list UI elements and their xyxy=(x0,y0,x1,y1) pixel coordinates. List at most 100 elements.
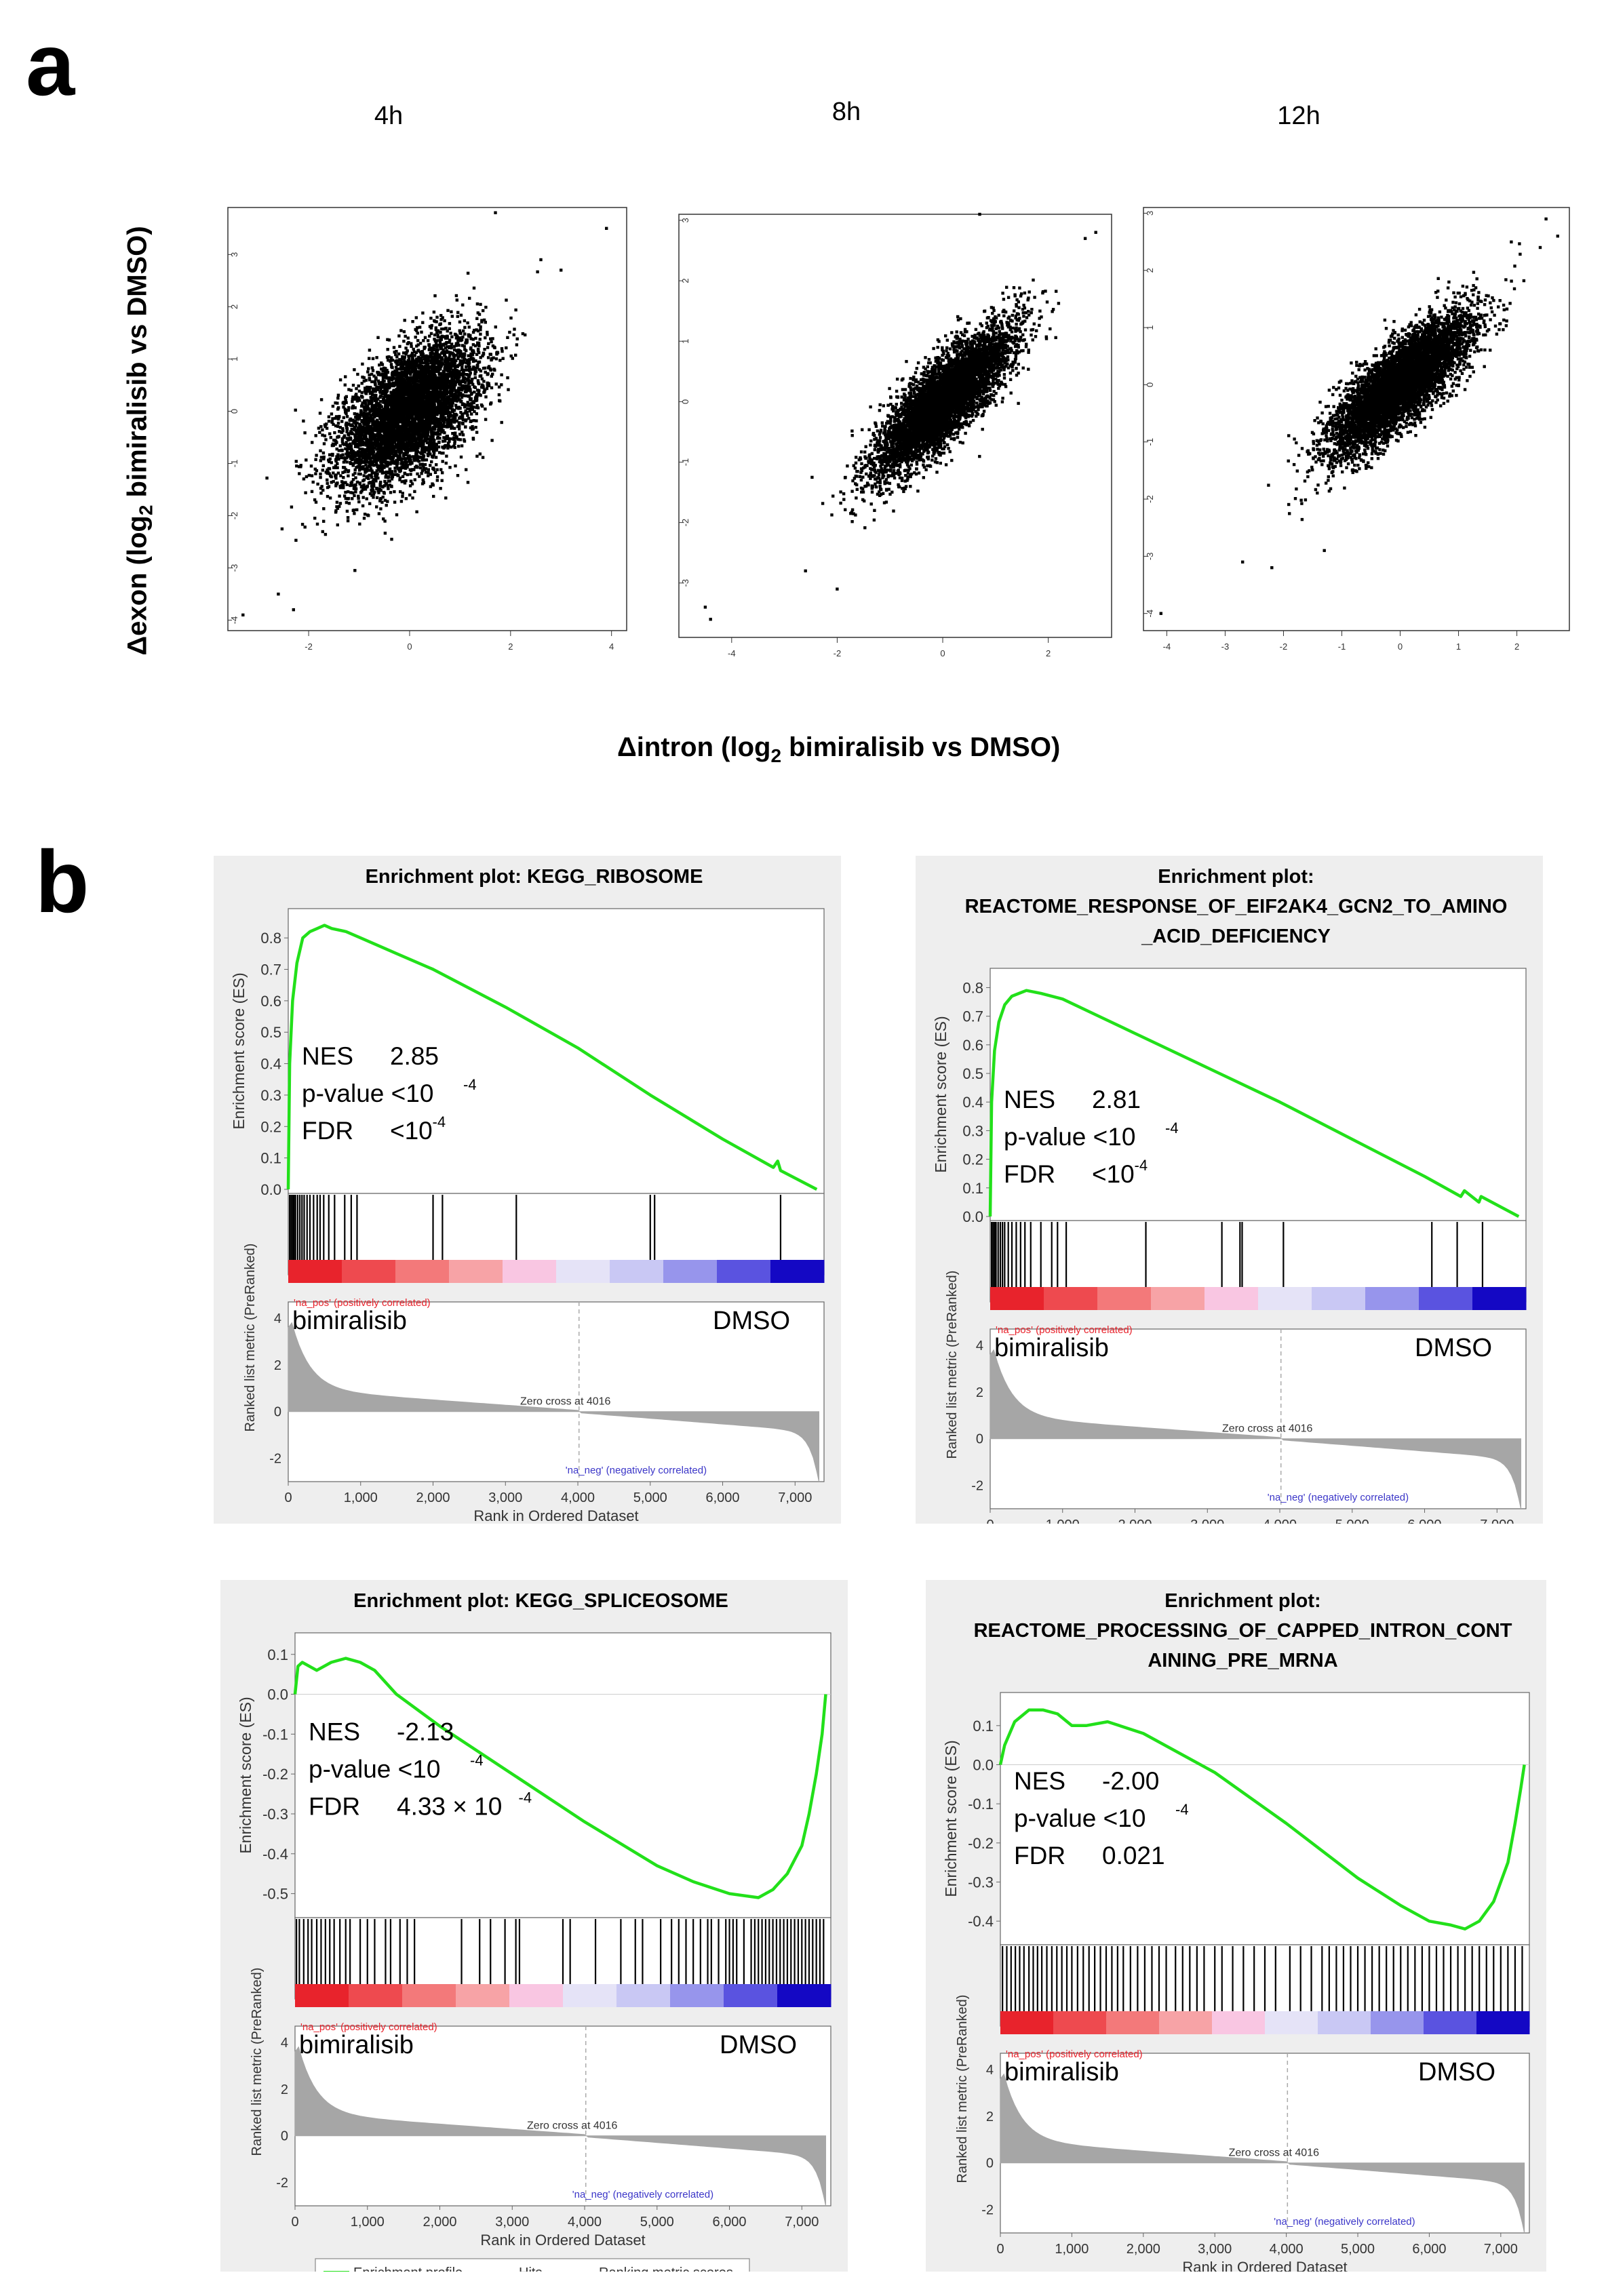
data-point xyxy=(311,441,314,444)
data-point xyxy=(410,368,414,372)
data-point xyxy=(459,400,463,403)
data-point xyxy=(407,377,410,380)
data-point xyxy=(321,451,326,455)
data-point xyxy=(386,450,389,453)
data-point xyxy=(461,352,465,356)
data-point xyxy=(368,377,371,380)
data-point xyxy=(536,270,539,274)
data-point xyxy=(290,505,294,509)
data-point xyxy=(376,443,380,446)
data-point xyxy=(370,473,373,477)
data-point xyxy=(434,368,438,371)
data-point xyxy=(355,454,359,457)
data-point xyxy=(515,343,519,347)
data-point xyxy=(324,438,328,441)
data-point xyxy=(404,497,408,500)
data-point xyxy=(403,471,406,475)
data-point xyxy=(490,374,493,378)
data-point xyxy=(344,490,347,494)
data-point xyxy=(364,413,368,417)
data-point xyxy=(456,315,459,318)
data-point xyxy=(397,440,400,443)
data-point xyxy=(464,403,467,407)
data-point xyxy=(438,378,442,381)
data-point xyxy=(487,365,491,368)
data-point xyxy=(447,391,450,395)
data-point xyxy=(455,399,458,403)
data-point xyxy=(446,376,450,380)
data-point xyxy=(373,434,377,438)
data-point xyxy=(373,490,376,494)
data-point xyxy=(355,412,359,416)
data-point xyxy=(454,294,458,298)
data-point xyxy=(397,447,401,450)
data-point xyxy=(432,494,435,498)
data-point xyxy=(482,386,485,389)
data-point xyxy=(461,412,464,416)
data-point xyxy=(399,500,404,503)
data-point xyxy=(397,468,401,472)
data-point xyxy=(435,475,439,479)
data-point xyxy=(386,348,389,351)
data-point xyxy=(342,405,345,409)
data-point xyxy=(500,347,504,351)
data-point xyxy=(495,353,498,356)
data-point xyxy=(463,332,467,336)
data-point xyxy=(355,508,359,511)
data-point xyxy=(477,323,481,327)
data-point xyxy=(398,452,402,456)
data-point xyxy=(397,334,401,338)
data-point xyxy=(372,482,376,486)
data-point xyxy=(380,420,383,423)
data-point xyxy=(365,439,368,443)
data-point xyxy=(390,477,394,481)
data-point xyxy=(381,397,385,401)
data-point xyxy=(456,338,460,342)
data-point xyxy=(339,474,342,477)
data-point xyxy=(450,342,454,346)
data-point xyxy=(416,442,420,446)
data-point xyxy=(467,354,470,357)
data-point xyxy=(339,454,343,457)
data-point xyxy=(427,474,430,477)
data-point xyxy=(398,380,402,383)
data-point xyxy=(459,313,463,317)
data-point xyxy=(360,448,364,451)
data-point xyxy=(393,454,397,457)
data-point xyxy=(379,442,383,446)
data-point xyxy=(362,379,366,383)
data-point xyxy=(395,473,399,476)
data-point xyxy=(397,352,401,356)
data-point xyxy=(370,443,374,446)
data-point xyxy=(391,381,395,385)
data-point xyxy=(353,459,357,462)
data-point xyxy=(475,353,479,356)
data-point xyxy=(336,421,340,425)
data-point xyxy=(389,417,393,420)
data-point xyxy=(395,355,399,359)
data-point xyxy=(448,424,452,428)
data-point xyxy=(463,372,466,376)
data-point xyxy=(389,460,393,464)
data-point xyxy=(467,416,471,420)
data-point xyxy=(406,349,409,353)
data-point xyxy=(401,368,404,371)
data-point xyxy=(357,494,360,498)
data-point xyxy=(379,489,383,492)
data-point xyxy=(341,427,345,431)
data-point xyxy=(483,366,486,370)
data-point xyxy=(426,359,429,363)
data-point xyxy=(438,433,442,436)
data-point xyxy=(415,363,418,366)
data-point xyxy=(446,437,450,440)
data-point xyxy=(379,408,383,412)
data-point xyxy=(330,481,333,484)
data-point xyxy=(376,386,380,389)
data-point xyxy=(325,427,329,430)
data-point xyxy=(371,357,375,361)
data-point xyxy=(372,489,375,492)
data-point xyxy=(378,400,383,403)
data-point xyxy=(399,365,403,369)
data-point xyxy=(368,502,372,505)
data-point xyxy=(427,428,431,431)
